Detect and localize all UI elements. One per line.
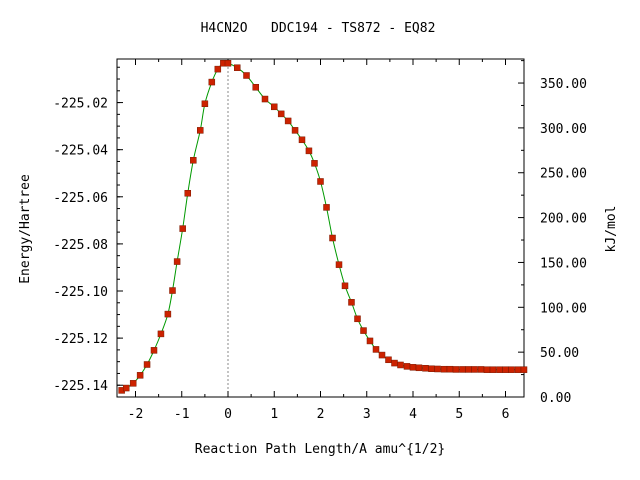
y2-tick-label: 200.00 [540, 212, 587, 227]
data-point [354, 315, 361, 323]
data-point [252, 84, 259, 91]
data-point [164, 310, 172, 318]
data-point [496, 366, 503, 373]
x-tick-label: 2 [317, 407, 325, 422]
data-point [403, 363, 411, 370]
data-point [143, 361, 151, 368]
data-point [452, 366, 460, 373]
data-point [317, 178, 324, 185]
data-point [335, 261, 343, 268]
data-point [415, 364, 423, 372]
y-tick-label: -225.08 [53, 238, 108, 253]
data-point [514, 366, 522, 373]
data-point-markers [118, 59, 528, 394]
data-point [397, 361, 404, 369]
data-point [489, 366, 497, 373]
data-point [169, 287, 176, 294]
y2-tick-label: 350.00 [540, 77, 587, 92]
y2-axis-label: kJ/mol [604, 206, 619, 253]
y2-tick-label: 0.00 [540, 391, 571, 406]
y-tick-label: -225.12 [53, 332, 108, 347]
x-axis-label: Reaction Path Length/A amu^{1/2} [195, 442, 445, 457]
data-point [150, 347, 158, 354]
y-tick-label: -225.14 [53, 379, 108, 394]
x-tick-label: 0 [224, 407, 232, 422]
x-tick-label: -1 [174, 407, 190, 422]
data-point [323, 204, 330, 211]
data-point [341, 282, 349, 290]
y-tick-label: -225.06 [53, 191, 108, 206]
data-point [502, 366, 509, 373]
chart-title: H4CN2O DDC194 - TS872 - EQ82 [201, 21, 436, 36]
data-point [201, 100, 209, 107]
data-point [508, 366, 515, 373]
y2-tick-label: 300.00 [540, 122, 587, 137]
data-point [214, 65, 222, 73]
data-point [277, 110, 285, 118]
y-axis-ticks: -225.02 -225.04 -225.06 -225.08 -225.10 -225.… [53, 66, 123, 394]
y2-tick-label: 150.00 [540, 256, 587, 271]
data-point [129, 380, 137, 387]
x-tick-label: 5 [455, 407, 463, 422]
data-point [179, 225, 186, 232]
data-point [378, 351, 386, 359]
data-point [465, 366, 472, 373]
data-point [329, 234, 336, 242]
x-tick-label: 3 [363, 407, 371, 422]
data-point [291, 127, 299, 134]
data-point [123, 384, 130, 392]
data-point [234, 64, 241, 71]
data-point [348, 299, 355, 306]
data-point [261, 95, 269, 103]
data-point [428, 365, 435, 372]
data-point [136, 372, 144, 379]
data-point [173, 258, 181, 265]
y2-axis-ticks: 350.00 300.00 250.00 200.00 150.00 100.00 50.0… [518, 60, 587, 406]
y2-tick-label: 250.00 [540, 167, 587, 182]
x-axis-ticks: -2 -1 0 1 2 3 4 5 6 [128, 59, 510, 422]
y2-tick-label: 100.00 [540, 301, 587, 316]
data-point [224, 59, 232, 67]
y-axis-label: Energy/Hartree [18, 174, 33, 284]
y-tick-label: -225.04 [53, 144, 108, 159]
data-point [184, 190, 192, 197]
data-point [190, 157, 197, 164]
data-point [157, 330, 165, 338]
x-tick-label: 4 [409, 407, 417, 422]
data-point [422, 365, 429, 372]
y2-tick-label: 50.00 [540, 346, 579, 361]
data-point [477, 366, 485, 373]
plot-frame [116, 58, 525, 398]
data-point [284, 117, 292, 125]
data-point [471, 366, 478, 373]
data-point [483, 366, 491, 373]
data-point [366, 337, 374, 345]
x-tick-label: 1 [270, 407, 278, 422]
y-tick-label: -225.10 [53, 285, 108, 300]
data-point [520, 366, 528, 373]
data-point [305, 147, 313, 155]
data-point [434, 365, 441, 373]
data-point [385, 356, 392, 364]
x-tick-label: 6 [502, 407, 510, 422]
data-point [311, 160, 318, 167]
data-point [440, 365, 448, 373]
y-tick-label: -225.02 [53, 97, 108, 112]
data-point [391, 359, 398, 367]
data-point [208, 78, 216, 86]
data-point [243, 72, 250, 79]
data-point [197, 127, 204, 134]
data-point [459, 366, 466, 373]
x-tick-label: -2 [128, 407, 144, 422]
data-point [446, 365, 454, 373]
data-point [360, 327, 367, 334]
data-point [271, 103, 278, 111]
data-point [409, 364, 417, 371]
data-point [372, 346, 380, 353]
data-point [298, 136, 306, 144]
